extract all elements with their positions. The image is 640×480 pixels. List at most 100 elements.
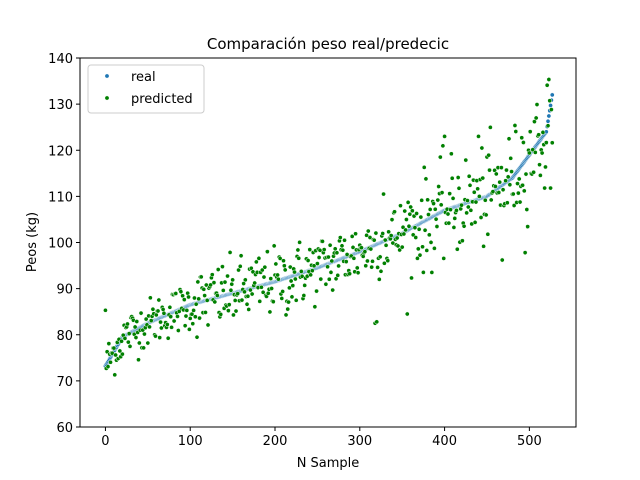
- predicted-point: [279, 296, 285, 301]
- predicted-point: [198, 274, 204, 280]
- predicted-point: [283, 312, 289, 318]
- predicted-point: [194, 334, 200, 340]
- predicted-point: [480, 175, 486, 181]
- predicted-point: [183, 313, 189, 319]
- predicted-point: [246, 307, 252, 312]
- predicted-point: [269, 286, 274, 291]
- predicted-point: [270, 299, 276, 305]
- predicted-point: [547, 98, 553, 104]
- predicted-point: [471, 189, 477, 195]
- predicted-point: [365, 258, 370, 264]
- predicted-point: [286, 299, 291, 305]
- predicted-point: [521, 140, 526, 145]
- predicted-point: [493, 184, 498, 189]
- predicted-point: [265, 290, 271, 296]
- predicted-point: [120, 351, 125, 357]
- predicted-point: [488, 125, 493, 130]
- predicted-point: [378, 268, 384, 274]
- predicted-point: [176, 328, 181, 333]
- predicted-point: [215, 293, 220, 298]
- predicted-point: [141, 345, 146, 351]
- x-axis-ticks: 0 100 200 300 400 500: [101, 427, 542, 449]
- predicted-point: [260, 289, 266, 295]
- predicted-point: [164, 322, 170, 327]
- predicted-point: [276, 276, 281, 282]
- predicted-point: [132, 324, 138, 330]
- predicted-point: [392, 209, 397, 215]
- predicted-point: [512, 123, 518, 128]
- predicted-point: [134, 319, 140, 324]
- predicted-point: [532, 150, 538, 155]
- predicted-point: [479, 145, 485, 151]
- predicted-point: [113, 352, 118, 358]
- predicted-point: [195, 279, 201, 285]
- predicted-point: [342, 237, 347, 243]
- predicted-point: [437, 154, 443, 160]
- predicted-point: [136, 357, 141, 363]
- y-tick-label: 100: [48, 237, 73, 252]
- predicted-point: [290, 283, 296, 288]
- predicted-point: [187, 327, 192, 332]
- predicted-point: [316, 255, 322, 260]
- predicted-point: [349, 234, 355, 239]
- predicted-point: [424, 248, 430, 253]
- predicted-point: [374, 319, 380, 325]
- predicted-point: [432, 206, 438, 212]
- predicted-point: [441, 256, 447, 261]
- predicted-point: [232, 298, 238, 303]
- predicted-point: [513, 129, 519, 134]
- predicted-point: [524, 207, 530, 212]
- predicted-point: [432, 245, 437, 251]
- predicted-point: [510, 191, 516, 197]
- predicted-point: [108, 359, 113, 365]
- predicted-point: [127, 344, 133, 349]
- predicted-point: [182, 323, 188, 329]
- predicted-point: [167, 304, 173, 310]
- predicted-point: [439, 190, 445, 195]
- predicted-point: [330, 287, 336, 293]
- predicted-point: [125, 339, 131, 345]
- predicted-point: [256, 255, 262, 261]
- predicted-point: [373, 230, 379, 236]
- predicted-point: [448, 207, 453, 213]
- predicted-point: [408, 204, 414, 210]
- predicted-point: [161, 310, 167, 316]
- predicted-point: [539, 150, 545, 156]
- predicted-point: [440, 143, 446, 149]
- predicted-point: [201, 286, 207, 292]
- predicted-point: [355, 270, 361, 276]
- real-point: [546, 113, 552, 119]
- predicted-point: [148, 318, 154, 323]
- predicted-point: [381, 191, 386, 197]
- predicted-point: [466, 173, 472, 179]
- predicted-point: [142, 331, 147, 337]
- predicted-point: [323, 281, 329, 287]
- predicted-point: [482, 197, 488, 203]
- predicted-point: [407, 211, 413, 217]
- predicted-point: [281, 263, 287, 269]
- predicted-point: [490, 189, 496, 194]
- predicted-point: [488, 197, 494, 203]
- predicted-point: [425, 197, 430, 203]
- predicted-point: [509, 169, 514, 174]
- predicted-point: [126, 331, 132, 336]
- predicted-point: [476, 134, 481, 139]
- predicted-point: [398, 203, 403, 209]
- predicted-point: [505, 174, 511, 180]
- predicted-point: [531, 169, 536, 175]
- predicted-point: [173, 291, 179, 296]
- predicted-point: [244, 301, 250, 307]
- legend: real predicted: [87, 64, 205, 114]
- predicted-point: [318, 276, 324, 282]
- legend-marker-predicted: [104, 95, 110, 101]
- predicted-point: [497, 179, 503, 185]
- predicted-point: [386, 229, 391, 235]
- predicted-point: [208, 282, 213, 288]
- predicted-point: [235, 291, 241, 297]
- predicted-point: [111, 345, 117, 351]
- predicted-point: [504, 167, 509, 173]
- predicted-point: [415, 255, 420, 261]
- predicted-point: [275, 272, 280, 278]
- predicted-point: [192, 295, 197, 301]
